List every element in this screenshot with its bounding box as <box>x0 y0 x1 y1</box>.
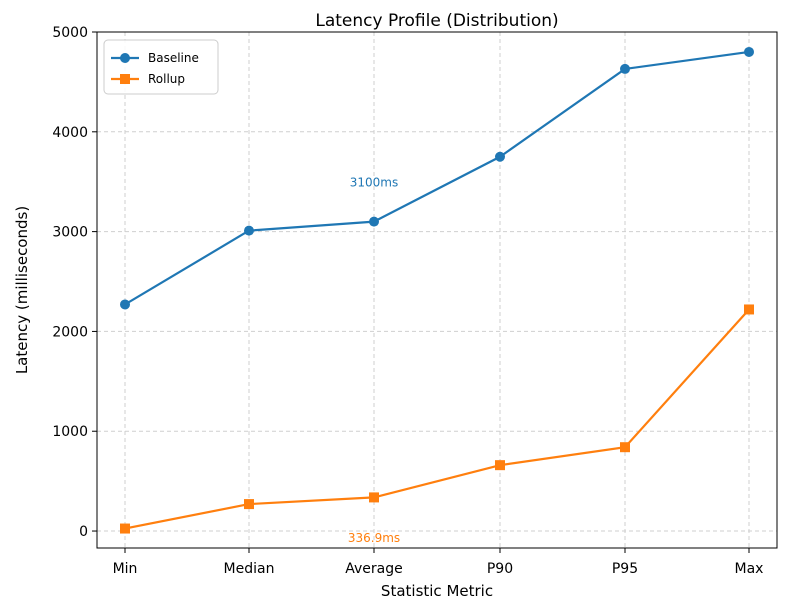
legend-marker <box>120 53 130 63</box>
data-point-baseline <box>620 63 630 74</box>
legend-marker <box>120 74 130 84</box>
x-tick-label: P95 <box>612 561 638 577</box>
data-point-baseline <box>120 299 130 310</box>
series-line-rollup <box>124 308 750 530</box>
y-tick-label: 5000 <box>52 25 88 41</box>
x-tick-label: Average <box>345 561 403 577</box>
data-point-baseline <box>369 216 379 227</box>
data-point-rollup <box>120 523 130 534</box>
chart-title: Latency Profile (Distribution) <box>315 11 558 31</box>
data-point-baseline <box>744 46 754 57</box>
y-tick-label: 4000 <box>52 125 88 141</box>
data-point-rollup <box>369 492 379 503</box>
x-axis-label: Statistic Metric <box>381 582 493 600</box>
data-point-baseline <box>244 225 254 236</box>
data-point-rollup <box>244 499 254 510</box>
y-axis-label: Latency (milliseconds) <box>13 206 31 374</box>
legend-box <box>103 39 219 95</box>
grid <box>97 31 777 548</box>
x-tick-labels: Min Median Average P90 P95 Max <box>113 548 764 577</box>
x-tick-label: P90 <box>487 561 513 577</box>
x-tick-label: Min <box>113 561 138 577</box>
x-tick-label: Max <box>735 561 764 577</box>
y-tick-label: 1000 <box>52 424 88 440</box>
data-point-rollup <box>620 442 630 453</box>
data-point-rollup <box>744 304 754 315</box>
y-tick-label: 2000 <box>52 324 88 340</box>
x-tick-label: Median <box>224 561 275 577</box>
legend: Baseline Rollup <box>103 39 219 95</box>
plot-frame <box>96 31 778 549</box>
data-label: 3100ms <box>350 176 398 190</box>
y-tick-label: 3000 <box>52 225 88 241</box>
legend-label: Rollup <box>148 72 185 86</box>
y-tick-labels: 0 1000 2000 3000 4000 5000 <box>52 25 97 540</box>
y-tick-label: 0 <box>79 524 88 540</box>
legend-label: Baseline <box>148 51 199 65</box>
data-point-rollup <box>495 460 505 471</box>
data-label: 336.9ms <box>348 531 400 545</box>
series-layer <box>120 46 754 534</box>
series-line-baseline <box>124 50 750 306</box>
annotations: 3100ms 336.9ms <box>348 176 400 545</box>
data-point-baseline <box>495 151 505 162</box>
